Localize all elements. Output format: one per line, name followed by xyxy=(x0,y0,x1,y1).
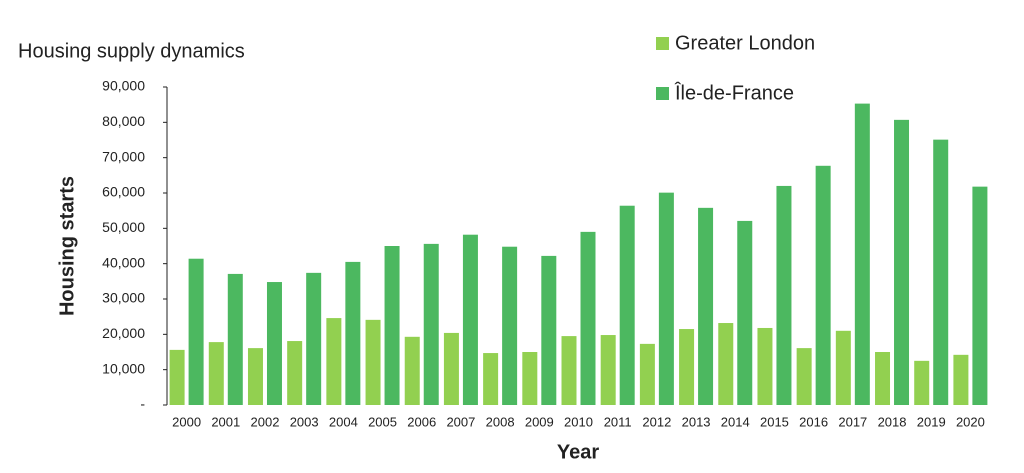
x-tick-label: 2012 xyxy=(642,414,671,429)
x-tick-label: 2003 xyxy=(290,414,319,429)
bar xyxy=(894,119,910,406)
bar xyxy=(796,348,812,405)
y-tick-label: 60,000 xyxy=(102,184,145,200)
bar xyxy=(933,139,949,405)
bar xyxy=(658,192,674,405)
bar xyxy=(443,332,459,405)
bar xyxy=(365,319,381,405)
x-tick-label: 2013 xyxy=(682,414,711,429)
bar xyxy=(776,185,792,405)
bar xyxy=(247,348,263,405)
bar xyxy=(522,352,538,405)
bar xyxy=(854,103,870,406)
bar xyxy=(169,349,185,405)
y-tick-label: 80,000 xyxy=(102,113,145,129)
bar xyxy=(679,329,695,405)
bar xyxy=(639,343,655,405)
legend-label: Greater London xyxy=(675,32,815,54)
y-tick-label: 30,000 xyxy=(102,290,145,306)
bar xyxy=(462,234,478,405)
bar xyxy=(404,336,420,405)
bar xyxy=(718,323,734,405)
bar xyxy=(502,246,518,405)
bar xyxy=(561,336,577,405)
bar xyxy=(619,205,635,405)
x-tick-label: 2010 xyxy=(564,414,593,429)
x-tick-label: 2011 xyxy=(604,414,632,429)
bar xyxy=(875,352,891,405)
legend-label: Île-de-France xyxy=(674,81,794,104)
x-axis-label: Year xyxy=(557,441,599,463)
x-tick-label: 2020 xyxy=(956,414,985,429)
bar xyxy=(423,243,439,405)
bar xyxy=(737,220,753,405)
bar xyxy=(326,318,342,405)
bar xyxy=(757,327,773,405)
x-tick-label: 2002 xyxy=(251,414,280,429)
legend-swatch xyxy=(656,37,669,50)
bar xyxy=(483,353,499,405)
bar xyxy=(541,255,557,405)
y-tick-label: 70,000 xyxy=(102,148,145,164)
bar xyxy=(972,186,988,405)
y-tick-label: 90,000 xyxy=(102,78,145,94)
bar xyxy=(266,282,282,405)
x-tick-label: 2017 xyxy=(838,414,867,429)
x-tick-label: 2007 xyxy=(446,414,475,429)
bar xyxy=(580,231,596,405)
y-tick-label: 50,000 xyxy=(102,219,145,235)
bar xyxy=(698,207,714,405)
x-tick-label: 2019 xyxy=(917,414,946,429)
bar xyxy=(306,272,322,405)
bar xyxy=(953,354,969,405)
bar xyxy=(384,246,400,405)
y-tick-label: 20,000 xyxy=(102,325,145,341)
legend-swatch xyxy=(656,87,669,100)
x-tick-label: 2008 xyxy=(486,414,515,429)
y-tick-label: 40,000 xyxy=(102,254,145,270)
x-tick-label: 2014 xyxy=(721,414,750,429)
bar xyxy=(227,273,243,405)
bar xyxy=(815,165,831,405)
bar xyxy=(835,330,851,405)
y-tick-label: 10,000 xyxy=(102,360,145,376)
x-tick-label: 2006 xyxy=(407,414,436,429)
x-tick-label: 2001 xyxy=(211,414,240,429)
x-tick-label: 2016 xyxy=(799,414,828,429)
x-tick-label: 2018 xyxy=(878,414,907,429)
chart-title: Housing supply dynamics xyxy=(18,40,245,62)
bar xyxy=(188,258,204,405)
x-tick-label: 2000 xyxy=(172,414,201,429)
bar xyxy=(208,342,224,405)
x-tick-label: 2009 xyxy=(525,414,554,429)
bar xyxy=(345,261,361,405)
x-tick-label: 2004 xyxy=(329,414,358,429)
bar xyxy=(914,360,930,405)
bar xyxy=(600,335,616,405)
x-tick-label: 2015 xyxy=(760,414,789,429)
bar xyxy=(287,341,303,405)
x-tick-label: 2005 xyxy=(368,414,397,429)
y-tick-label: - xyxy=(140,396,145,412)
y-axis-label: Housing starts xyxy=(56,176,78,316)
